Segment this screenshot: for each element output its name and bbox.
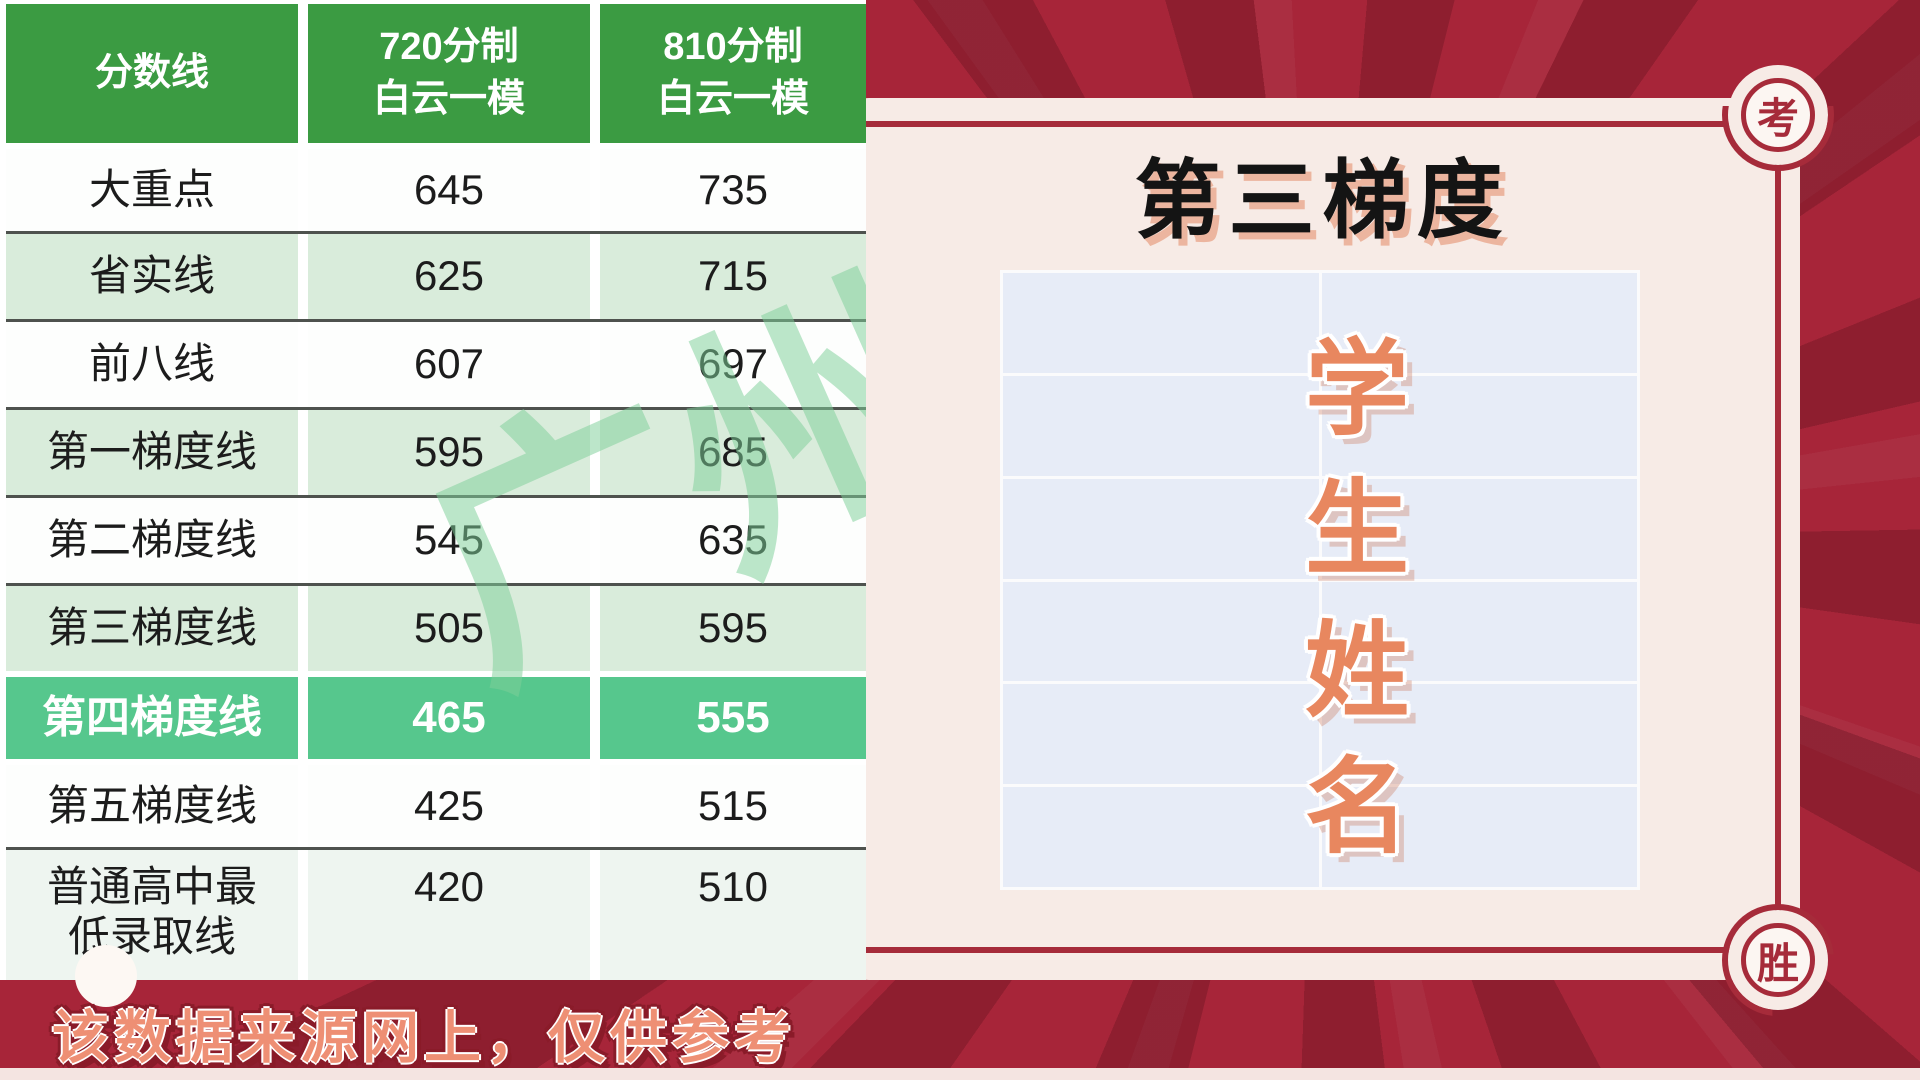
- row-score-720: 625: [308, 234, 590, 319]
- bottom-edge-strip: [0, 1068, 1920, 1080]
- row-label: 第三梯度线: [6, 586, 298, 671]
- row-score-810: 515: [600, 765, 866, 847]
- name-grid-cell: [1321, 581, 1637, 682]
- score-row: 省实线 625 715: [6, 231, 866, 319]
- row-label: 第五梯度线: [6, 765, 298, 847]
- name-grid-cell: [1003, 273, 1319, 373]
- row-score-720: 645: [308, 149, 590, 231]
- score-row: 第三梯度线 505 595: [6, 583, 866, 671]
- name-grid-cell: [1003, 684, 1319, 785]
- row-score-810: 510: [600, 850, 866, 980]
- badge-bottom-label: 胜: [1756, 939, 1799, 987]
- score-row: 第五梯度线 425 515: [6, 759, 866, 847]
- row-score-720: 595: [308, 410, 590, 495]
- name-grid-cell: [1003, 375, 1319, 476]
- score-row: 第四梯度线 465 555: [6, 671, 866, 759]
- score-row: 第二梯度线 545 635: [6, 495, 866, 583]
- row-score-810: 635: [600, 498, 866, 583]
- name-grid-cell: [1003, 581, 1319, 682]
- row-label: 第一梯度线: [6, 410, 298, 495]
- name-grid-cell: [1321, 787, 1637, 887]
- name-grid-cell: [1321, 375, 1637, 476]
- row-label: 前八线: [6, 322, 298, 407]
- row-score-720: 425: [308, 765, 590, 847]
- row-score-720: 545: [308, 498, 590, 583]
- name-grid-cell: [1321, 273, 1637, 373]
- row-label: 第四梯度线: [6, 677, 298, 759]
- victory-badge-icon: 胜: [1741, 923, 1815, 997]
- panel-title: 第三梯度: [1134, 153, 1511, 249]
- header-cell-scoreline: 分数线: [6, 4, 298, 143]
- student-name-grid: [1000, 270, 1640, 890]
- data-source-disclaimer: 该数据来源网上，仅供参考: [52, 1006, 796, 1070]
- row-label: 第二梯度线: [6, 498, 298, 583]
- vertical-label-char: 名: [1304, 750, 1409, 866]
- exam-badge-icon: 考: [1741, 78, 1815, 152]
- name-grid-cell: [1003, 787, 1319, 887]
- vertical-label-char: 学: [1304, 332, 1409, 448]
- row-label: 省实线: [6, 234, 298, 319]
- vertical-label-char: 生: [1304, 472, 1409, 588]
- score-row: 前八线 607 697: [6, 319, 866, 407]
- row-score-810: 697: [600, 322, 866, 407]
- name-grid-cell: [1321, 684, 1637, 785]
- score-row: 第一梯度线 595 685: [6, 407, 866, 495]
- score-line-table: 分数线 720分制 白云一模 810分制 白云一模 大重点 645 735 省实线 62…: [0, 0, 866, 980]
- row-score-720: 465: [308, 677, 590, 759]
- row-score-720: 505: [308, 586, 590, 671]
- score-table-body: 大重点 645 735 省实线 625 715 前八线 607 697 第一梯度线 595 685 第二…: [6, 143, 866, 980]
- row-score-720: 420: [308, 850, 590, 980]
- score-row: 大重点 645 735: [6, 143, 866, 231]
- badge-top-label: 考: [1756, 94, 1799, 142]
- score-row: 普通高中最 低录取线 420 510: [6, 847, 866, 980]
- row-score-810: 555: [600, 677, 866, 759]
- header-cell-810: 810分制 白云一模: [600, 4, 866, 143]
- row-label: 普通高中最 低录取线: [6, 850, 298, 980]
- header-cell-720: 720分制 白云一模: [308, 4, 590, 143]
- row-score-720: 607: [308, 322, 590, 407]
- row-score-810: 715: [600, 234, 866, 319]
- name-grid-cell: [1003, 478, 1319, 579]
- row-score-810: 595: [600, 586, 866, 671]
- row-score-810: 735: [600, 149, 866, 231]
- row-score-810: 685: [600, 410, 866, 495]
- white-circle-notch: [75, 945, 137, 1007]
- vertical-label-char: 姓: [1304, 614, 1409, 730]
- name-grid-cell: [1321, 478, 1637, 579]
- score-table-header-row: 分数线 720分制 白云一模 810分制 白云一模: [6, 4, 866, 143]
- row-label: 大重点: [6, 149, 298, 231]
